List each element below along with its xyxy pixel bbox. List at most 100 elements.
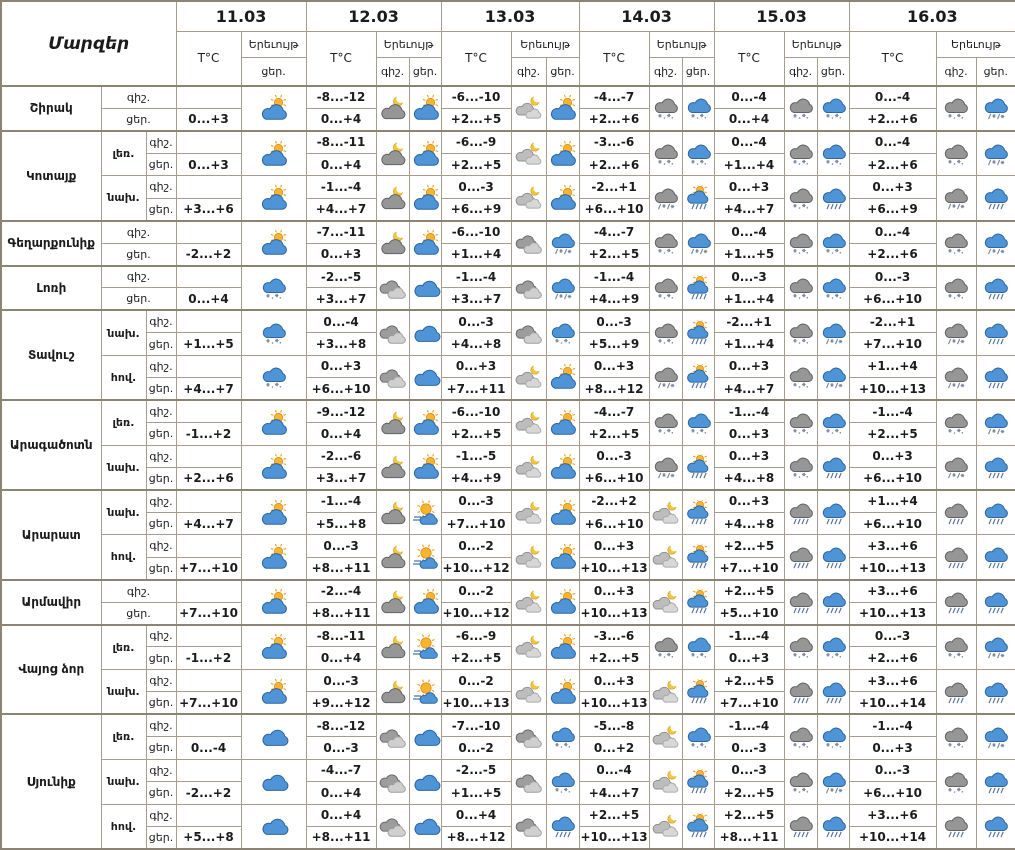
zone-label: նախ. [100, 668, 147, 715]
sun-cloud-icon [413, 230, 439, 255]
icon-cell [240, 219, 307, 266]
gray-clouds-icon [379, 818, 406, 837]
forecast-row-day: ցեր. 0...+3 0...+4 +2...+5 +2...+6 +1...+4 +2.… [1, 152, 1015, 177]
gray-snow-icon [944, 637, 968, 658]
sun-cloud-rain-icon [686, 678, 708, 703]
region-name: Սյունիք [0, 713, 102, 850]
gray-rain-icon [944, 592, 968, 614]
blue-snow-icon [822, 233, 846, 254]
daypart-label-day: ցեր. [145, 825, 177, 850]
temp-day-cell: +6...+10 [848, 466, 937, 491]
daypart-label-night: գիշ. [100, 219, 177, 244]
gray-sleet-icon [944, 188, 968, 210]
icon-cell [240, 264, 307, 311]
temp-night-cell: -1...-4 [713, 399, 785, 424]
temp-day-cell: -2...+2 [175, 781, 242, 805]
temp-day-cell: +10...+13 [578, 556, 650, 581]
icon-cell [783, 803, 818, 850]
temp-day-cell: 0...+3 [713, 422, 785, 446]
forecast-row-day: ցեր. +4...+7 +5...+8 +7...+10 +6...+10 +4...+… [1, 511, 1015, 536]
gray-sleet-icon [654, 368, 678, 389]
icon-cell [816, 488, 850, 536]
blue-cloud-icon [413, 774, 440, 791]
blue-sleet-icon [822, 368, 846, 389]
date-header: 12.03 [305, 0, 442, 32]
zone-label: հով. [100, 354, 147, 401]
temp-day-cell: +3...+8 [305, 332, 377, 356]
icon-cell [648, 399, 683, 446]
blue-cloud-icon [413, 280, 440, 297]
icon-cell [935, 803, 977, 850]
sun-cloud-icon [261, 678, 287, 704]
forecast-row-day: ցեր. +4...+7 +6...+10 +7...+11 +8...+12 +4...… [1, 377, 1015, 401]
daypart-label-night: գիշ. [145, 713, 177, 738]
icon-cell [816, 264, 850, 311]
daypart-label-night: գիշ. [145, 803, 177, 827]
moon-clouds-icon [515, 409, 541, 434]
blue-cloud-icon [413, 729, 440, 746]
blue-snow-icon [551, 772, 575, 793]
temp-night-cell: +2...+5 [713, 534, 785, 558]
gray-rain-icon [944, 547, 968, 569]
temp-night-cell: -2...+2 [578, 488, 650, 513]
icon-cell [375, 444, 410, 491]
icon-cell [681, 534, 715, 581]
icon-cell [681, 354, 715, 401]
icon-cell [375, 803, 410, 850]
icon-cell [975, 534, 1015, 581]
icon-cell [935, 578, 977, 625]
temp-night-cell: -6...-10 [440, 399, 512, 424]
sun-cloud-rain-icon [686, 768, 708, 793]
blue-rain-icon [984, 278, 1008, 300]
blue-sleet-icon [984, 413, 1008, 435]
temp-header: T°C [713, 30, 785, 87]
temp-night-cell [175, 129, 242, 154]
temp-day-cell: +1...+4 [713, 332, 785, 356]
icon-cell [375, 713, 410, 760]
blue-snow-icon [262, 368, 286, 389]
temp-night-cell: 0...+4 [440, 803, 512, 827]
icon-cell [783, 578, 818, 625]
daypart-label-day: ցեր. [145, 152, 177, 177]
icon-cell [783, 309, 818, 356]
temp-day-cell: -1...+2 [175, 422, 242, 446]
gray-snow-icon [654, 278, 678, 299]
blue-sleet-icon [984, 144, 1008, 165]
icon-cell [408, 713, 442, 760]
temp-night-cell: 0...-3 [440, 309, 512, 334]
icon-cell [408, 623, 442, 670]
temp-night-cell [175, 803, 242, 827]
daypart-label-night: գիշ. [100, 264, 177, 289]
temp-night-cell: 0...+3 [713, 354, 785, 379]
temp-day-cell: 0...+4 [305, 646, 377, 670]
moon-clouds-icon [515, 364, 541, 389]
temp-night-cell [175, 488, 242, 513]
region-name: Գեղարքունիք [0, 219, 102, 266]
temp-night-cell: -6...-10 [440, 219, 512, 244]
temp-night-cell: -9...-12 [305, 399, 377, 424]
temp-night-cell: 0...-3 [848, 623, 937, 648]
temp-night-cell: -2...-4 [305, 578, 377, 603]
temp-day-cell: +2...+6 [175, 466, 242, 491]
icon-cell [375, 309, 410, 356]
temp-day-cell: +7...+10 [175, 601, 242, 626]
moon-cloud-icon [380, 589, 405, 614]
temp-night-cell: +3...+6 [848, 803, 937, 827]
forecast-row-day: ցեր. -1...+2 0...+4 +2...+5 +2...+5 0...+3 +2.… [1, 646, 1015, 670]
icon-cell [545, 534, 580, 581]
blue-cloud-icon [261, 729, 288, 746]
moon-cloud-icon [380, 409, 405, 434]
icon-cell [240, 488, 307, 536]
moon-cloud-icon [380, 140, 405, 165]
icon-cell [975, 668, 1015, 715]
forecast-row-night: նախ. գիշ. -1...-4 0...-3 -2...+1 0...+3 0...+3 [1, 175, 1015, 222]
moon-clouds-icon [652, 543, 678, 568]
blue-sleet-icon [984, 637, 1008, 659]
temp-night-cell [175, 354, 242, 379]
temp-day-cell: +10...+14 [848, 691, 937, 715]
phenomenon-header: Երեւույթ [935, 30, 1015, 58]
icon-cell [408, 309, 442, 356]
sun-small-cloud-icon [412, 678, 438, 704]
icon-cell [975, 309, 1015, 356]
